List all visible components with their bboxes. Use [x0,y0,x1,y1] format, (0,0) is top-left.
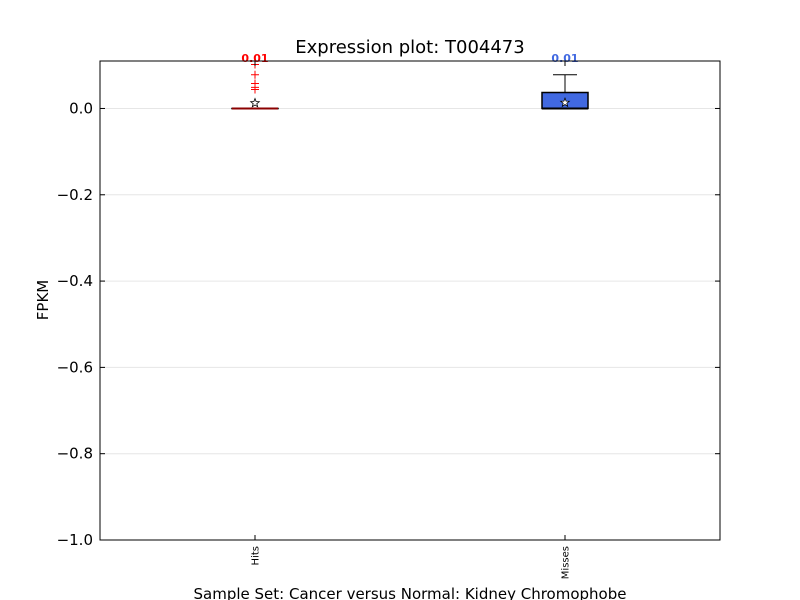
mean-value-label: 0.01 [551,52,578,65]
y-tick-label: −0.4 [57,272,93,290]
box-hits: 0.01 [231,52,279,110]
box-misses: 0.01 [541,52,589,110]
plot-frame [99,60,721,541]
x-axis: Hits Misses [251,61,572,579]
y-tick-label: −0.2 [57,186,93,204]
y-tick-label: −1.0 [57,531,93,549]
x-axis-label: Sample Set: Cancer versus Normal: Kidney… [194,585,627,600]
mean-marker [559,97,571,108]
outlier-point [251,85,259,94]
gridlines [100,107,720,541]
chart-title: Expression plot: T004473 [295,37,524,58]
y-tick-label: −0.8 [57,445,93,463]
y-tick-label: 0.0 [69,99,93,117]
plot-content: 0.01 0.01 [231,52,589,110]
y-axis: 0.0 −0.2 −0.4 −0.6 −0.8 −1.0 [57,99,720,549]
y-tick-label: −0.6 [57,358,93,376]
outlier-point [251,70,259,79]
x-tick-label: Misses [561,546,572,579]
mean-marker [249,97,261,108]
mean-value-label: 0.01 [241,52,268,65]
y-axis-label: FPKM [34,280,52,320]
x-tick-label: Hits [251,546,262,565]
